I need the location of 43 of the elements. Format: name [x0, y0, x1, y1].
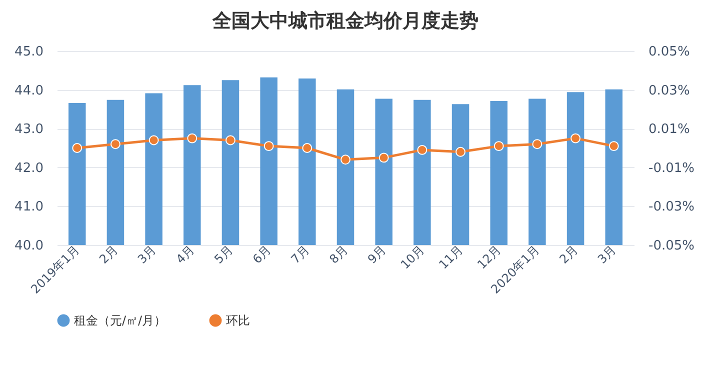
x-tick-label: 11月 [436, 242, 466, 272]
y2-tick-label: -0.03% [648, 200, 694, 215]
point [532, 139, 542, 150]
point [417, 144, 428, 155]
legend-label: 租金（元/㎡/月） [74, 314, 166, 328]
x-tick-label: 3月 [595, 242, 619, 266]
point [340, 154, 350, 165]
point [570, 133, 581, 144]
y2-tick-label: -0.05% [648, 238, 694, 254]
point [378, 152, 389, 163]
x-tick-label: 9月 [365, 242, 389, 266]
y2-tick-label: 0.01% [648, 122, 690, 138]
y2-tick-label: 0.05% [648, 44, 690, 60]
y2-tick-label: 0.03% [648, 83, 690, 98]
point [187, 133, 198, 144]
point [72, 143, 82, 153]
x-tick-label: 7月 [288, 242, 312, 266]
point [226, 135, 236, 146]
legend-label: 环比 [226, 314, 250, 328]
x-tick-label: 6月 [250, 242, 274, 266]
point [264, 141, 274, 152]
point [608, 141, 619, 152]
y-tick-label: 42.0 [14, 160, 44, 176]
point [148, 135, 159, 146]
y-tick-label: 40.0 [14, 238, 44, 254]
point [456, 146, 466, 157]
x-tick-label: 3月 [134, 242, 159, 266]
x-tick-label: 4月 [173, 242, 198, 266]
x-tick-label: 2月 [556, 242, 580, 266]
x-tick-label: 12月 [474, 242, 504, 272]
point [302, 143, 312, 153]
x-tick-label: 8月 [326, 242, 350, 266]
x-tick-label: 2月 [96, 242, 120, 266]
y-tick-label: 43.0 [14, 122, 44, 138]
y-tick-label: 45.0 [14, 44, 44, 60]
point [494, 141, 504, 152]
y-tick-label: 44.0 [14, 83, 44, 98]
y-tick-label: 41.0 [14, 200, 44, 215]
x-tick-label: 10月 [398, 242, 428, 272]
x-tick-label: 5月 [212, 242, 236, 266]
chart-title: 全国大中城市租金均价月度走势 [212, 10, 478, 32]
point [110, 139, 120, 150]
y2-tick-label: -0.01% [648, 160, 694, 176]
